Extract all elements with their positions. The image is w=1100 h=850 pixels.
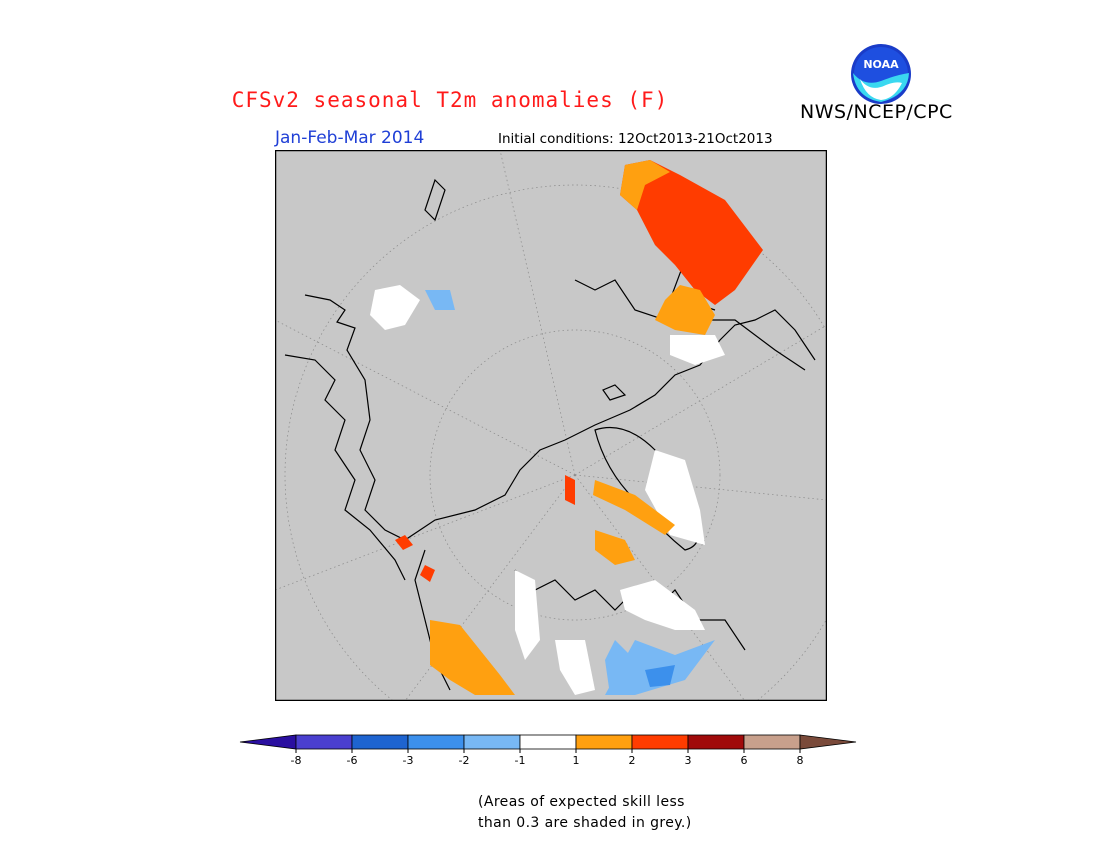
colorbar-label: -3 — [403, 754, 414, 767]
colorbar-label: -1 — [515, 754, 526, 767]
colorbar-bin — [687, 734, 745, 750]
colorbar-bin — [743, 734, 801, 750]
logo-text: NOAA — [863, 58, 899, 71]
colorbar-bin — [575, 734, 633, 750]
colorbar-label: -2 — [459, 754, 470, 767]
colorbar-bin — [519, 734, 577, 750]
agency-label: NWS/NCEP/CPC — [800, 101, 953, 123]
colorbar-bin — [631, 734, 689, 750]
colorbar-label: 3 — [685, 754, 692, 767]
skill-note: (Areas of expected skill less than 0.3 a… — [478, 792, 692, 834]
colorbar-bins — [239, 734, 857, 750]
colorbar-bin — [295, 734, 353, 750]
colorbar-label: 6 — [741, 754, 748, 767]
initial-conditions: Initial conditions: 12Oct2013-21Oct2013 — [498, 131, 773, 147]
colorbar-label: 8 — [797, 754, 804, 767]
forecast-period: Jan-Feb-Mar 2014 — [275, 128, 425, 148]
skill-note-line2: than 0.3 are shaded in grey.) — [478, 815, 692, 831]
colorbar-bin — [463, 734, 521, 750]
anomaly-patches — [370, 160, 763, 695]
colorbar: -8 -6 -3 -2 -1 1 2 3 6 8 — [239, 734, 857, 767]
colorbar-label: 1 — [573, 754, 580, 767]
graticule — [275, 150, 827, 701]
colorbar-label: 2 — [629, 754, 636, 767]
noaa-logo: NOAA — [851, 44, 911, 104]
polar-anomaly-map — [275, 150, 827, 701]
colorbar-label: -6 — [347, 754, 358, 767]
colorbar-bin — [407, 734, 465, 750]
colorbar-label: -8 — [291, 754, 302, 767]
skill-note-line1: (Areas of expected skill less — [478, 794, 685, 810]
colorbar-bin — [351, 734, 409, 750]
colorbar-labels: -8 -6 -3 -2 -1 1 2 3 6 8 — [291, 749, 804, 767]
colorbar-bin — [239, 734, 297, 750]
colorbar-bin — [799, 734, 857, 750]
map-title: CFSv2 seasonal T2m anomalies (F) — [231, 88, 669, 112]
